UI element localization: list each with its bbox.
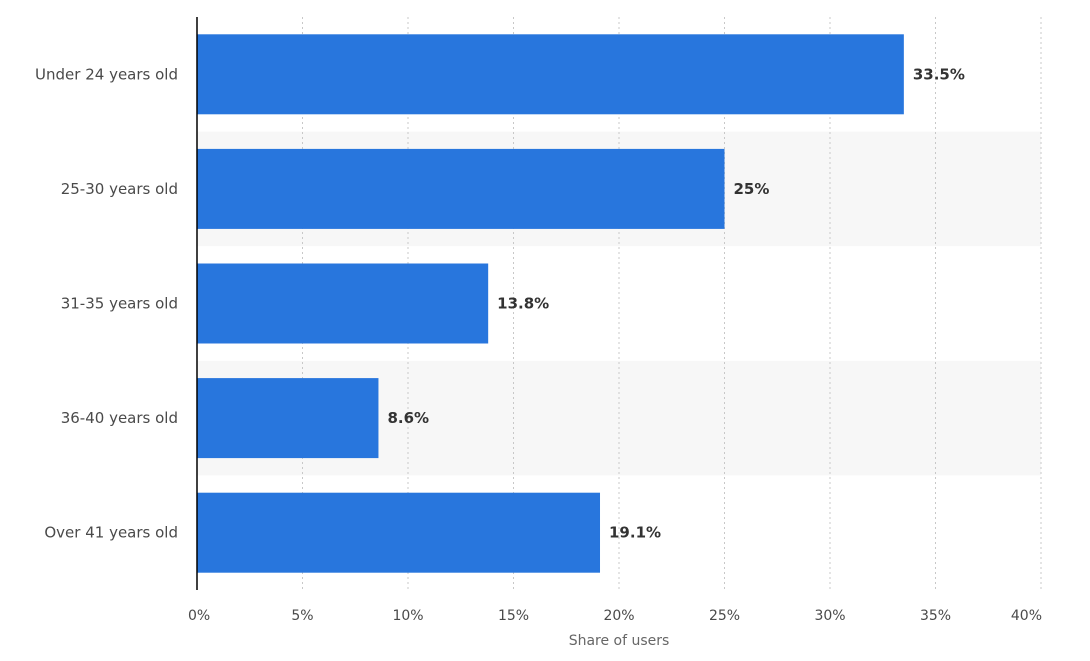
- x-tick-label: 35%: [920, 608, 951, 624]
- bar: [197, 34, 904, 115]
- bar: [197, 263, 489, 344]
- bar: [197, 148, 725, 229]
- category-label: 31-35 years old: [61, 295, 178, 313]
- x-tick-label: 30%: [814, 608, 845, 624]
- value-labels: 33.5% 25% 13.8% 8.6% 19.1%: [387, 65, 964, 541]
- bar-value-label: 33.5%: [913, 65, 965, 83]
- bars: [197, 34, 904, 573]
- bar-value-label: 8.6%: [387, 409, 429, 427]
- x-tick-label: 10%: [392, 608, 423, 624]
- category-labels: Under 24 years old 25-30 years old 31-35 y…: [35, 65, 178, 541]
- bar: [197, 492, 601, 573]
- category-label: Under 24 years old: [35, 65, 178, 83]
- bar: [197, 378, 379, 459]
- x-tick-label: 5%: [291, 608, 313, 624]
- x-tick-label: 40%: [1011, 608, 1042, 624]
- category-label: 25-30 years old: [61, 180, 178, 198]
- bar-value-label: 13.8%: [497, 295, 549, 313]
- category-label: Over 41 years old: [44, 524, 178, 542]
- x-axis-title: Share of users: [569, 633, 670, 649]
- x-tick-label: 0%: [188, 608, 210, 624]
- x-tick-label: 20%: [603, 608, 634, 624]
- x-tick-label: 15%: [498, 608, 529, 624]
- x-axis-ticks: 0% 5% 10% 15% 20% 25% 30% 35% 40%: [188, 608, 1042, 624]
- bar-value-label: 19.1%: [609, 524, 661, 542]
- x-tick-label: 25%: [709, 608, 740, 624]
- bar-value-label: 25%: [734, 180, 770, 198]
- category-label: 36-40 years old: [61, 409, 178, 427]
